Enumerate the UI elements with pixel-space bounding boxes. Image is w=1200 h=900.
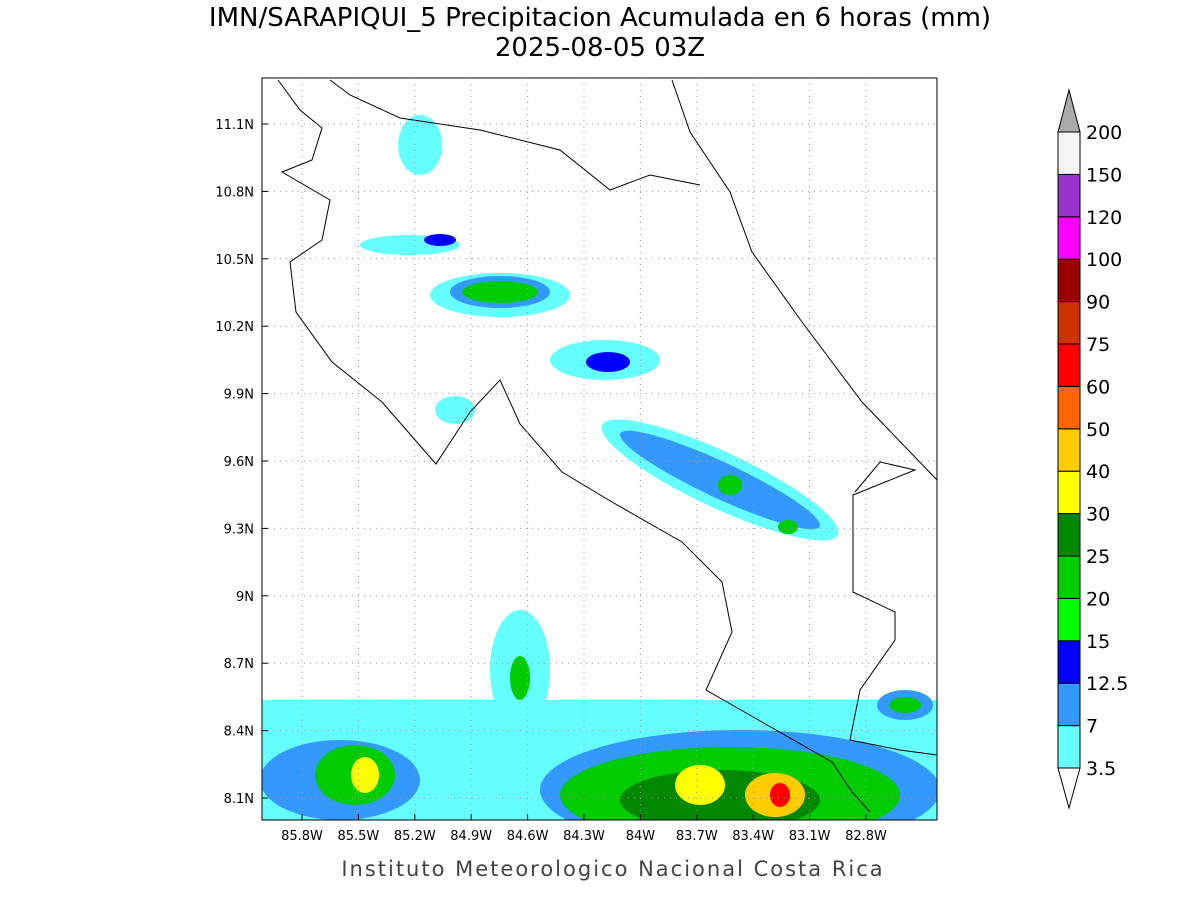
colorbar-bottom (1057, 767, 1081, 810)
colorbar-label: 200 (1086, 122, 1122, 144)
colorbar-band (1057, 513, 1081, 557)
colorbar-band (1057, 173, 1081, 218)
colorbar-band (1057, 301, 1081, 345)
lon-label: 84.6W (507, 829, 549, 844)
colorbar-band (1057, 682, 1081, 727)
colorbar-label: 40 (1086, 461, 1110, 483)
colorbar-label: 7 (1086, 716, 1098, 738)
colorbar-label: 60 (1086, 376, 1110, 398)
lon-label: 82.8W (845, 829, 887, 844)
colorbar-label: 90 (1086, 292, 1110, 314)
colorbar-band (1057, 385, 1081, 430)
colorbar-label: 100 (1086, 249, 1122, 271)
footer: Instituto Meteorologico Nacional Costa R… (341, 857, 884, 881)
colorbar-band (1057, 597, 1081, 642)
colorbar-label: 15 (1086, 631, 1110, 653)
lat-label: 8.7N (224, 657, 254, 672)
colorbar-label: 120 (1086, 207, 1122, 229)
lat-label: 10.5N (215, 253, 254, 268)
colorbar-band (1057, 131, 1081, 175)
colorbar-label: 150 (1086, 164, 1122, 186)
map-frame (261, 77, 938, 821)
lon-label: 84.9W (450, 829, 492, 844)
colorbar-band (1057, 216, 1081, 260)
colorbar-label: 12.5 (1086, 673, 1128, 695)
colorbar-label: 50 (1086, 419, 1110, 441)
lat-label: 11.1N (215, 118, 254, 133)
colorbar-top (1057, 88, 1081, 133)
lat-label: 9.9N (224, 388, 254, 403)
lon-label: 83.7W (676, 829, 718, 844)
title: IMN/SARAPIQUI_5 Precipitacion Acumulada … (209, 3, 991, 33)
lon-label: 85.5W (337, 829, 379, 844)
lon-label: 84.3W (563, 829, 605, 844)
colorbar-band (1057, 640, 1081, 684)
colorbar-label: 25 (1086, 546, 1110, 568)
coastline (277, 79, 937, 813)
colorbar-band (1057, 555, 1081, 599)
subtitle: 2025-08-05 03Z (495, 33, 705, 63)
lat-label: 9.3N (224, 522, 254, 537)
colorbar-band (1057, 428, 1081, 472)
lat-label: 9N (236, 590, 254, 605)
colorbar-label: 3.5 (1086, 758, 1116, 780)
lon-label: 85.8W (281, 829, 323, 844)
lat-label: 8.1N (224, 792, 254, 807)
lat-label: 9.6N (224, 455, 254, 470)
colorbar-label: 30 (1086, 504, 1110, 526)
lon-label: 84W (626, 829, 656, 844)
lon-label: 85.2W (394, 829, 436, 844)
colorbar-band (1057, 258, 1081, 303)
precipitation-field (262, 115, 937, 820)
colorbar-label: 75 (1086, 334, 1110, 356)
lat-label: 8.4N (224, 725, 254, 740)
colorbar-label: 20 (1086, 588, 1110, 610)
colorbar-band (1057, 343, 1081, 387)
lon-label: 83.1W (789, 829, 831, 844)
colorbar-band (1057, 470, 1081, 515)
lat-label: 10.8N (215, 185, 254, 200)
colorbar-band (1057, 725, 1081, 769)
lon-label: 83.4W (732, 829, 774, 844)
lat-label: 10.2N (215, 320, 254, 335)
